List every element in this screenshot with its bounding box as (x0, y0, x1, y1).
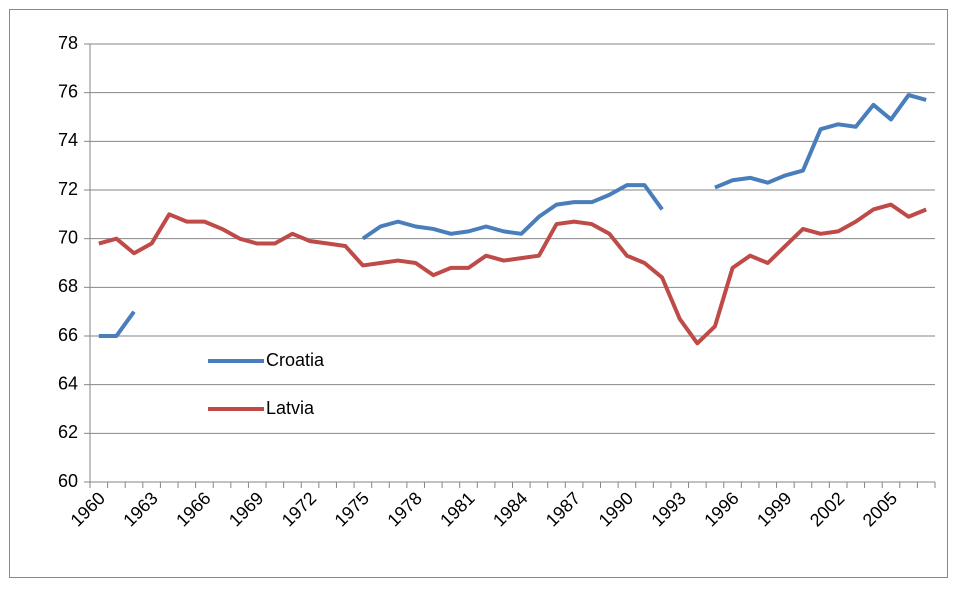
series-line (98, 202, 927, 346)
legend-label: Croatia (266, 350, 325, 370)
chart-border (9, 9, 948, 578)
y-tick-label: 72 (58, 179, 78, 199)
legend-label: Latvia (266, 398, 315, 418)
y-tick-label: 66 (58, 325, 78, 345)
series-line (98, 93, 927, 338)
y-tick-label: 62 (58, 422, 78, 442)
y-tick-label: 68 (58, 276, 78, 296)
y-tick-label: 60 (58, 471, 78, 491)
y-tick-label: 78 (58, 33, 78, 53)
y-tick-label: 70 (58, 227, 78, 247)
y-tick-label: 74 (58, 130, 78, 150)
y-tick-label: 64 (58, 373, 78, 393)
y-tick-label: 76 (58, 81, 78, 101)
